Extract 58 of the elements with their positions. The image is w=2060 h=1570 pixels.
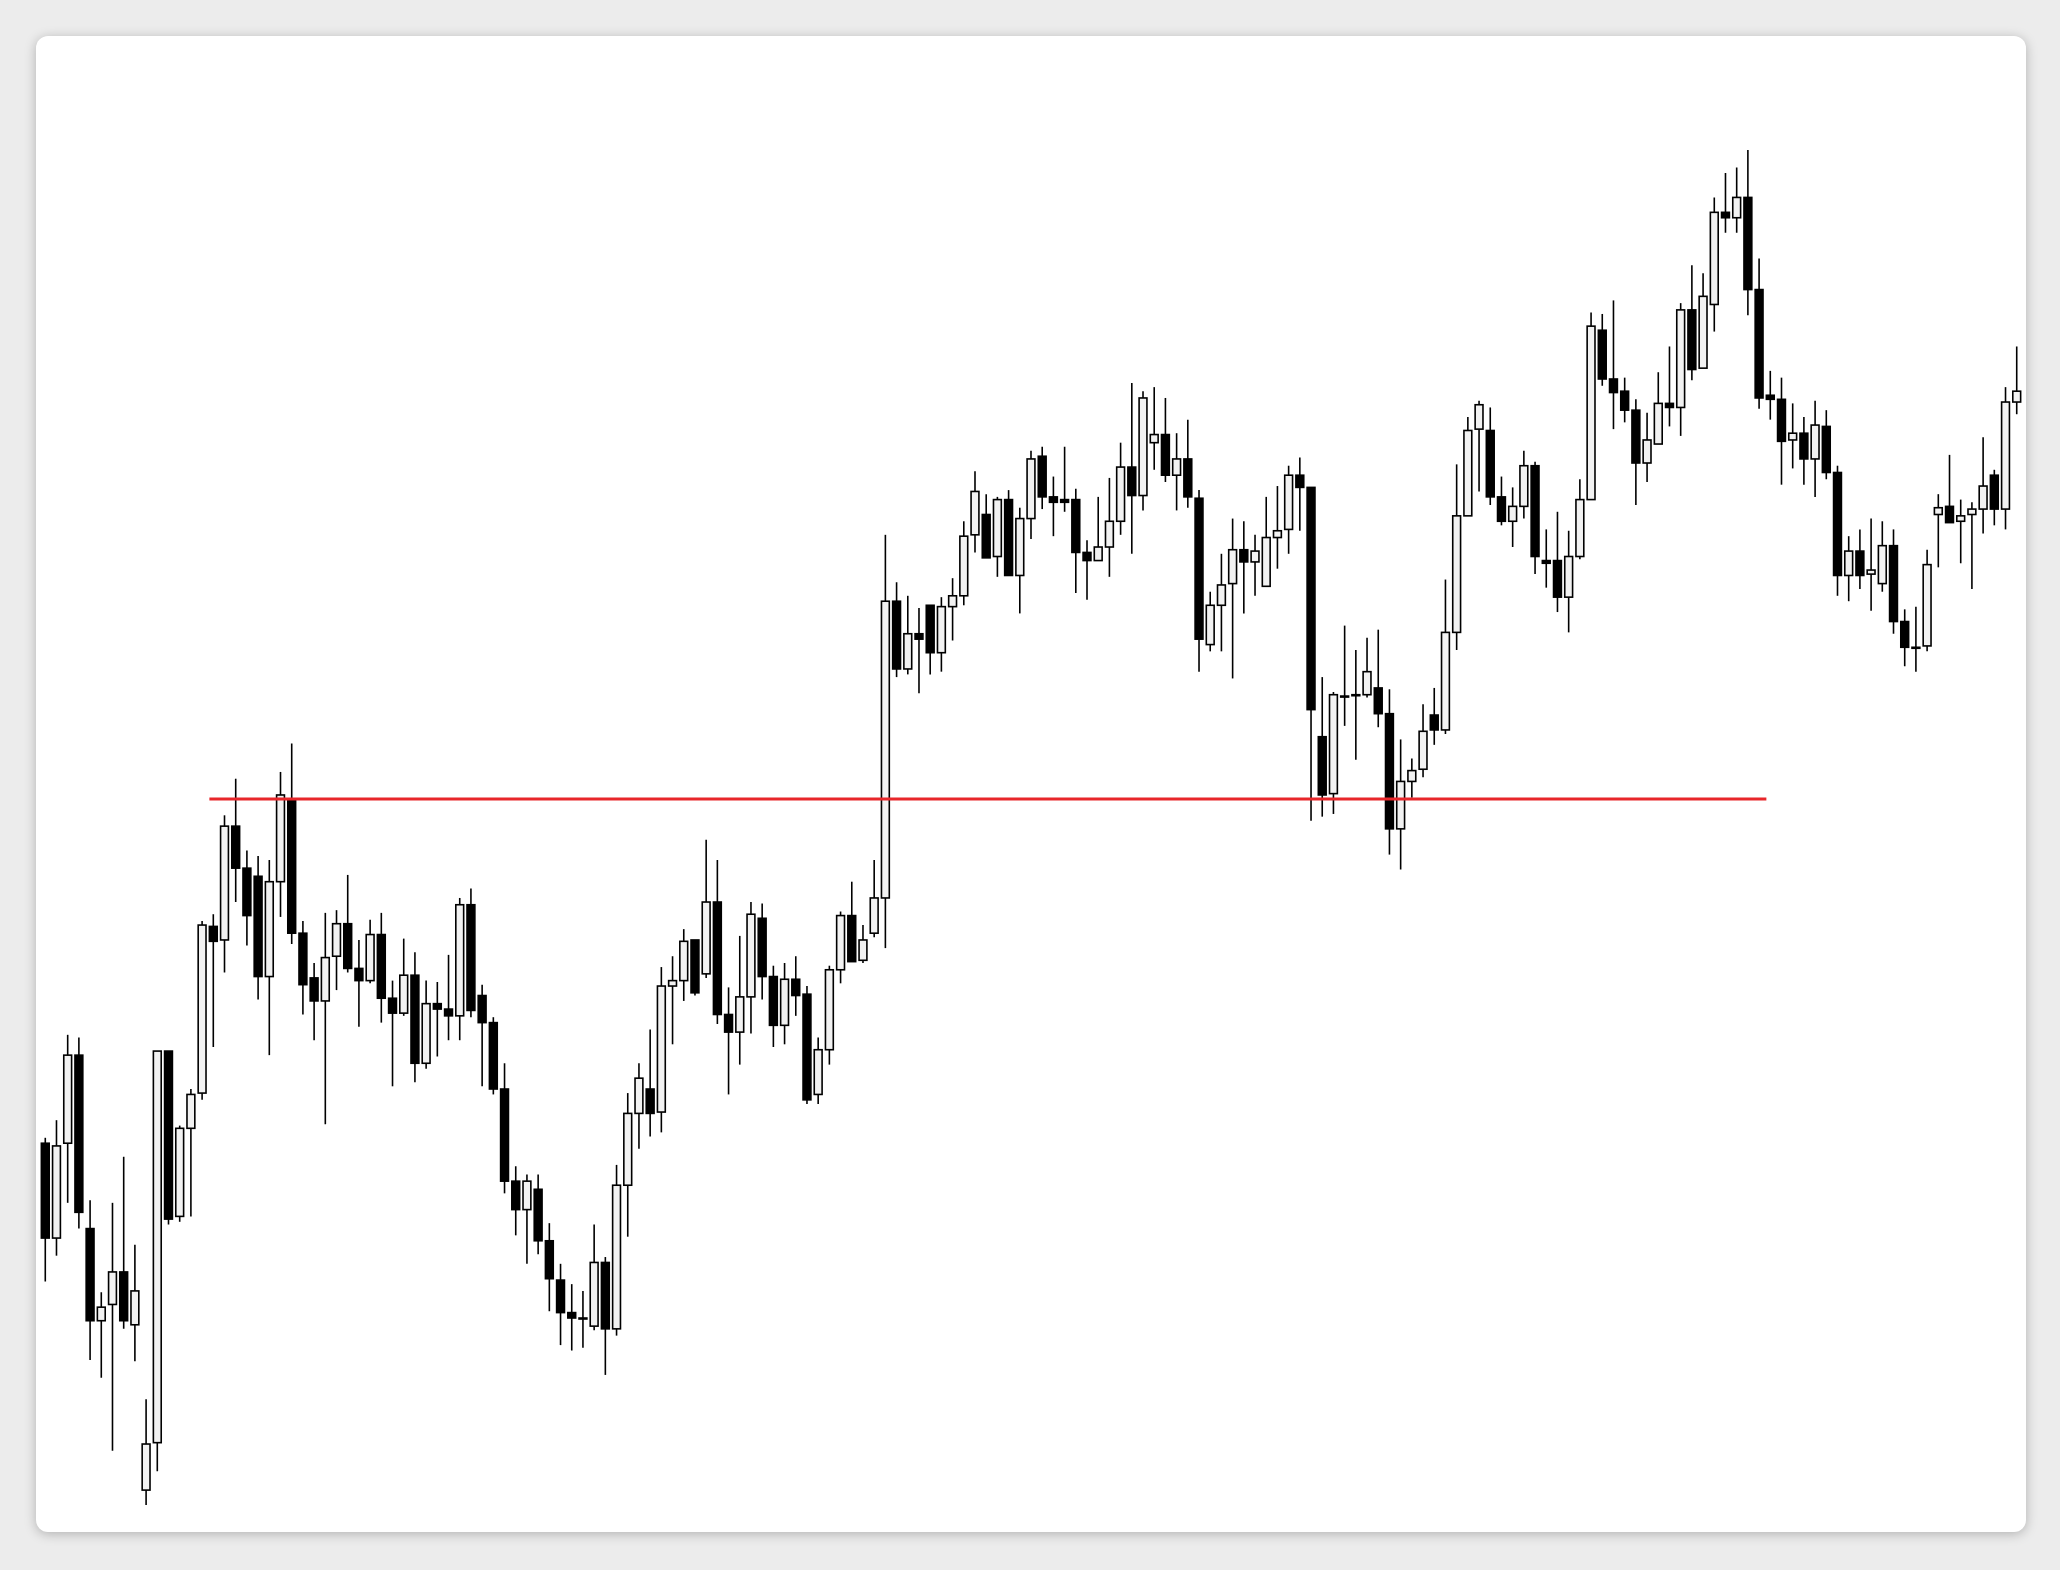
candlestick (376, 912, 387, 1024)
candlestick (432, 981, 443, 1058)
candlestick (1765, 370, 1776, 421)
candlestick (96, 1291, 107, 1379)
candlestick (623, 1092, 633, 1238)
candlestick (320, 912, 331, 1126)
candlestick (511, 1165, 521, 1237)
candlestick (443, 954, 454, 1042)
candlestick (667, 955, 678, 1046)
candlestick (1709, 196, 1719, 333)
candlestick (455, 897, 465, 1042)
candlestick (1104, 477, 1115, 578)
candlestick (656, 966, 667, 1134)
candlestick (1384, 688, 1395, 856)
candlestick (286, 742, 297, 945)
candlestick (723, 986, 734, 1096)
candlestick (186, 1088, 196, 1218)
candlestick (74, 1036, 84, 1230)
candlestick (1597, 313, 1607, 387)
candlestick (62, 1034, 73, 1204)
candlestick (1899, 608, 1910, 668)
candlestick (1418, 703, 1428, 779)
candlestick (1955, 498, 1966, 565)
candlestick (1317, 676, 1327, 818)
candlestick (1205, 590, 1215, 653)
candlestick (1541, 528, 1551, 589)
candlestick (264, 859, 275, 1056)
candlestick (107, 1202, 118, 1452)
candlestick (230, 777, 241, 903)
candlestick (1776, 376, 1787, 486)
candlestick (85, 1199, 95, 1361)
candlestick (858, 924, 868, 964)
candlestick (1507, 486, 1518, 548)
candlestick (1563, 529, 1574, 634)
candlestick (1429, 687, 1439, 746)
candlestick (679, 928, 689, 1002)
candlestick (1216, 552, 1227, 653)
candlestick (1395, 738, 1406, 871)
candlestick (141, 1398, 151, 1506)
candlestick (1787, 402, 1798, 470)
candlestick (1373, 628, 1383, 729)
candlestick (1171, 432, 1182, 512)
candlestick (1608, 299, 1619, 430)
candlestick (130, 1244, 140, 1363)
candlestick (791, 955, 801, 1017)
candlestick (275, 771, 286, 918)
candlestick (1272, 485, 1283, 570)
candlestick (399, 937, 409, 1017)
candlestick (880, 534, 891, 949)
candlestick (2012, 345, 2022, 416)
candlestick (1821, 409, 1832, 481)
candlestick (1048, 475, 1059, 537)
candlestick (567, 1283, 577, 1352)
candlestick (1339, 624, 1350, 727)
candlestick (1485, 406, 1495, 506)
candlestick (1407, 757, 1417, 799)
candlestick (1227, 517, 1238, 680)
candlestick (735, 935, 745, 1066)
